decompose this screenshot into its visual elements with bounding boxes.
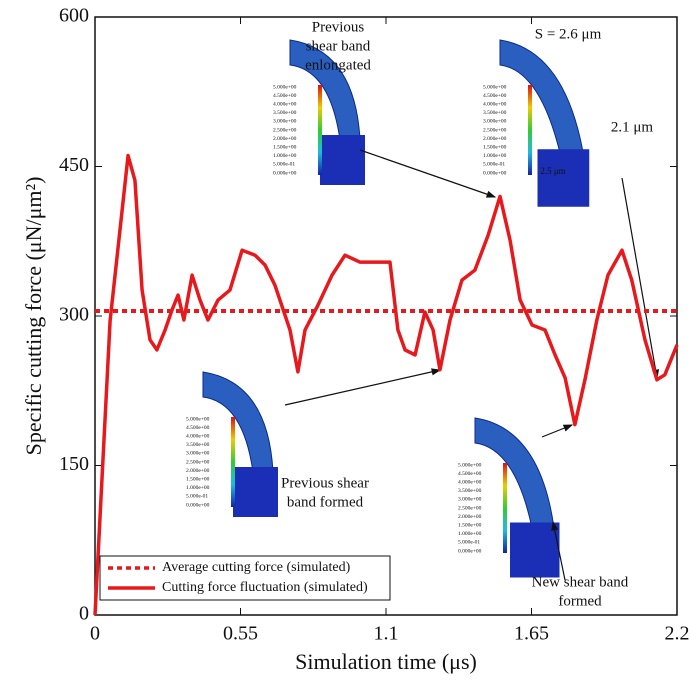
arrow [360, 150, 495, 197]
colorbar-label: 3.000e+00 [458, 497, 482, 503]
inset-label: S = 2.6 μm [535, 26, 602, 42]
annotation: Previous [312, 19, 365, 35]
colorbar-label: 2.000e+00 [483, 136, 507, 142]
colorbar-label: 5.000e+00 [186, 416, 210, 422]
colorbar-label: 5.000e+00 [458, 462, 482, 468]
x-axis-label: Simulation time (μs) [295, 649, 477, 674]
colorbar-label: 0.000e+00 [186, 502, 210, 508]
colorbar-label: 1.500e+00 [458, 522, 482, 528]
inset-label: 2.5 μm [540, 166, 565, 176]
colorbar-label: 4.500e+00 [483, 93, 507, 99]
inset-chip [290, 40, 360, 140]
colorbar-label: 5.000e+00 [483, 84, 507, 90]
y-axis-label: Specific cutting force (μN/μm²) [21, 177, 46, 456]
x-tick-label: 1.65 [514, 623, 549, 645]
colorbar-label: 4.500e+00 [458, 471, 482, 477]
colorbar-label: 0.000e+00 [273, 170, 297, 176]
colorbar-label: 4.000e+00 [186, 433, 210, 439]
x-tick-label: 0 [90, 623, 100, 645]
x-tick-label: 0.55 [223, 623, 258, 645]
colorbar-label: 3.500e+00 [483, 110, 507, 116]
annotation: Previous shear [281, 475, 369, 491]
colorbar-label: 3.500e+00 [273, 110, 297, 116]
y-tick-label: 0 [79, 603, 89, 625]
colorbar-label: 2.500e+00 [186, 459, 210, 465]
annotation: band formed [287, 494, 364, 510]
inset-workpiece [233, 467, 278, 517]
colorbar-label: 2.500e+00 [273, 127, 297, 133]
colorbar-label: 4.000e+00 [483, 101, 507, 107]
inset-colorbar [503, 463, 507, 553]
colorbar-label: 2.000e+00 [273, 136, 297, 142]
arrow [622, 178, 657, 378]
colorbar-label: 4.500e+00 [186, 425, 210, 431]
colorbar-label: 1.000e+00 [186, 485, 210, 491]
colorbar-label: 2.500e+00 [483, 127, 507, 133]
x-tick-label: 1.1 [374, 623, 399, 645]
inset-label: 2.1 μm [611, 119, 654, 135]
colorbar-label: 3.000e+00 [273, 119, 297, 125]
inset-chip [203, 372, 273, 472]
series-line [95, 156, 677, 615]
inset-workpiece [538, 149, 590, 207]
colorbar-label: 1.500e+00 [186, 476, 210, 482]
inset-colorbar [318, 85, 322, 175]
y-tick-label: 150 [59, 453, 89, 475]
inset-workpiece [510, 523, 560, 578]
colorbar-label: 0.000e+00 [483, 170, 507, 176]
arrow [542, 425, 572, 437]
colorbar-label: 5.000e-01 [483, 162, 505, 168]
x-tick-label: 2.2 [665, 623, 689, 645]
y-tick-label: 600 [59, 5, 89, 27]
colorbar-label: 1.500e+00 [483, 144, 507, 150]
colorbar-label: 3.500e+00 [458, 488, 482, 494]
colorbar-label: 0.000e+00 [458, 548, 482, 554]
colorbar-label: 3.500e+00 [186, 442, 210, 448]
inset-chip [475, 418, 554, 528]
colorbar-label: 4.500e+00 [273, 93, 297, 99]
annotation: New shear band [532, 574, 629, 590]
annotation: enlongated [305, 57, 371, 73]
colorbar-label: 2.000e+00 [186, 468, 210, 474]
legend-label: Cutting force fluctuation (simulated) [162, 580, 368, 595]
colorbar-label: 3.000e+00 [186, 451, 210, 457]
annotation: shear band [306, 38, 371, 54]
arrow [285, 370, 440, 405]
inset-workpiece [320, 135, 365, 185]
legend-label: Average cutting force (simulated) [162, 560, 351, 575]
colorbar-label: 2.500e+00 [458, 505, 482, 511]
inset-chip [500, 40, 584, 155]
colorbar-label: 5.000e-01 [186, 494, 208, 500]
colorbar-label: 5.000e-01 [273, 162, 295, 168]
colorbar-label: 5.000e-01 [458, 540, 480, 546]
inset-colorbar [231, 417, 235, 507]
colorbar-label: 1.000e+00 [458, 531, 482, 537]
inset-colorbar [528, 85, 532, 175]
colorbar-label: 5.000e+00 [273, 84, 297, 90]
colorbar-label: 4.000e+00 [273, 101, 297, 107]
colorbar-label: 1.500e+00 [273, 144, 297, 150]
colorbar-label: 1.000e+00 [273, 153, 297, 159]
colorbar-label: 2.000e+00 [458, 514, 482, 520]
colorbar-label: 1.000e+00 [483, 153, 507, 159]
y-tick-label: 300 [59, 304, 89, 326]
colorbar-label: 3.000e+00 [483, 119, 507, 125]
colorbar-label: 4.000e+00 [458, 479, 482, 485]
y-tick-label: 450 [59, 154, 89, 176]
annotation: formed [558, 593, 602, 609]
